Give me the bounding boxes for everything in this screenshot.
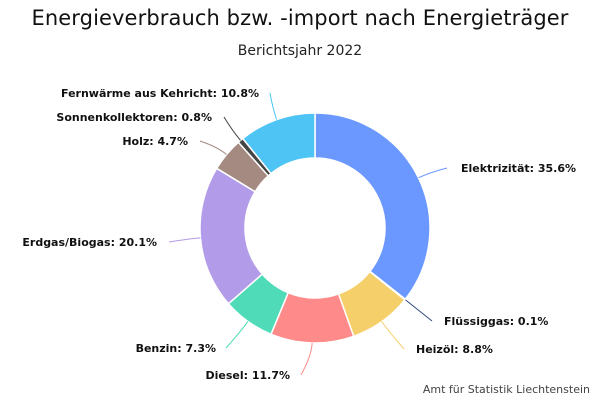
slice-label: Sonnenkollektoren: 0.8%	[56, 111, 212, 124]
chart-title: Energieverbrauch bzw. -import nach Energ…	[31, 6, 569, 30]
slice-label: Heizöl: 8.8%	[416, 343, 493, 356]
slice-label: Fernwärme aus Kehricht: 10.8%	[61, 87, 259, 100]
connector-line	[381, 321, 405, 350]
connector-line	[300, 342, 313, 376]
slice-label: Diesel: 11.7%	[205, 369, 290, 382]
slice-fernwärme-aus-kehricht[interactable]	[241, 112, 316, 175]
connector-line	[418, 167, 448, 179]
connector-line	[223, 116, 241, 141]
slice-label: Holz: 4.7%	[122, 135, 188, 148]
connector-line	[225, 321, 249, 349]
slice-label: Benzin: 7.3%	[136, 342, 216, 355]
connector-line	[404, 299, 433, 322]
chart-credit: Amt für Statistik Liechtenstein	[422, 383, 590, 396]
connector-line	[168, 237, 201, 243]
connector-line	[269, 92, 278, 120]
chart-subtitle: Berichtsjahr 2022	[237, 43, 363, 59]
connector-line	[199, 140, 227, 155]
slice-label: Flüssiggas: 0.1%	[444, 315, 548, 328]
slice-label: Elektrizität: 35.6%	[461, 162, 576, 175]
slice-elektrizität[interactable]	[314, 112, 431, 301]
slice-label: Erdgas/Biogas: 20.1%	[22, 236, 157, 249]
